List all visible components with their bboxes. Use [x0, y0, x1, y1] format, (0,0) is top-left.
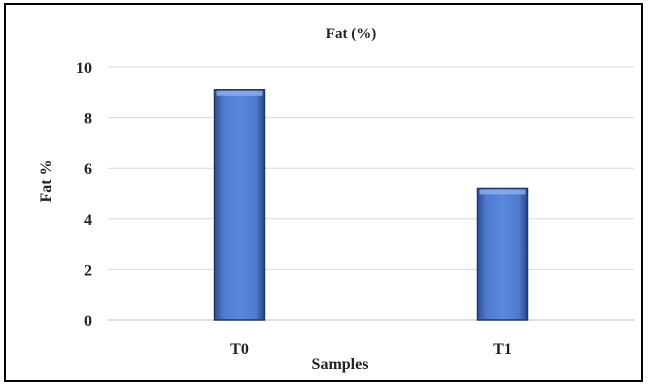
- bar-T0: [213, 89, 266, 321]
- bar-bevel: [216, 90, 263, 96]
- x-tick-label: T1: [493, 341, 512, 358]
- bar-rect: [476, 187, 529, 321]
- y-tick-label: 10: [76, 60, 92, 77]
- bar-chart: 0 2 4 6 8 10 T0 T1 Fat (%) Samples Fat %: [38, 26, 634, 373]
- x-axis-ticks: T0 T1: [230, 341, 512, 358]
- x-tick-label: T0: [230, 341, 249, 358]
- y-tick-label: 4: [84, 212, 92, 229]
- y-axis-ticks: 0 2 4 6 8 10: [76, 60, 92, 330]
- y-tick-label: 0: [84, 313, 92, 330]
- chart-frame: 0 2 4 6 8 10 T0 T1 Fat (%) Samples Fat %: [4, 3, 643, 382]
- chart-title: Fat (%): [326, 26, 376, 42]
- bar-T1: [476, 187, 529, 321]
- gridlines: [108, 66, 634, 321]
- y-tick-label: 2: [84, 262, 92, 279]
- bar-rect: [213, 89, 266, 321]
- y-tick-label: 6: [84, 161, 92, 178]
- y-tick-label: 8: [84, 111, 92, 128]
- bar-bevel: [479, 189, 526, 195]
- y-axis-title: Fat %: [38, 159, 55, 202]
- x-axis-title: Samples: [312, 356, 369, 373]
- bars: [213, 89, 529, 321]
